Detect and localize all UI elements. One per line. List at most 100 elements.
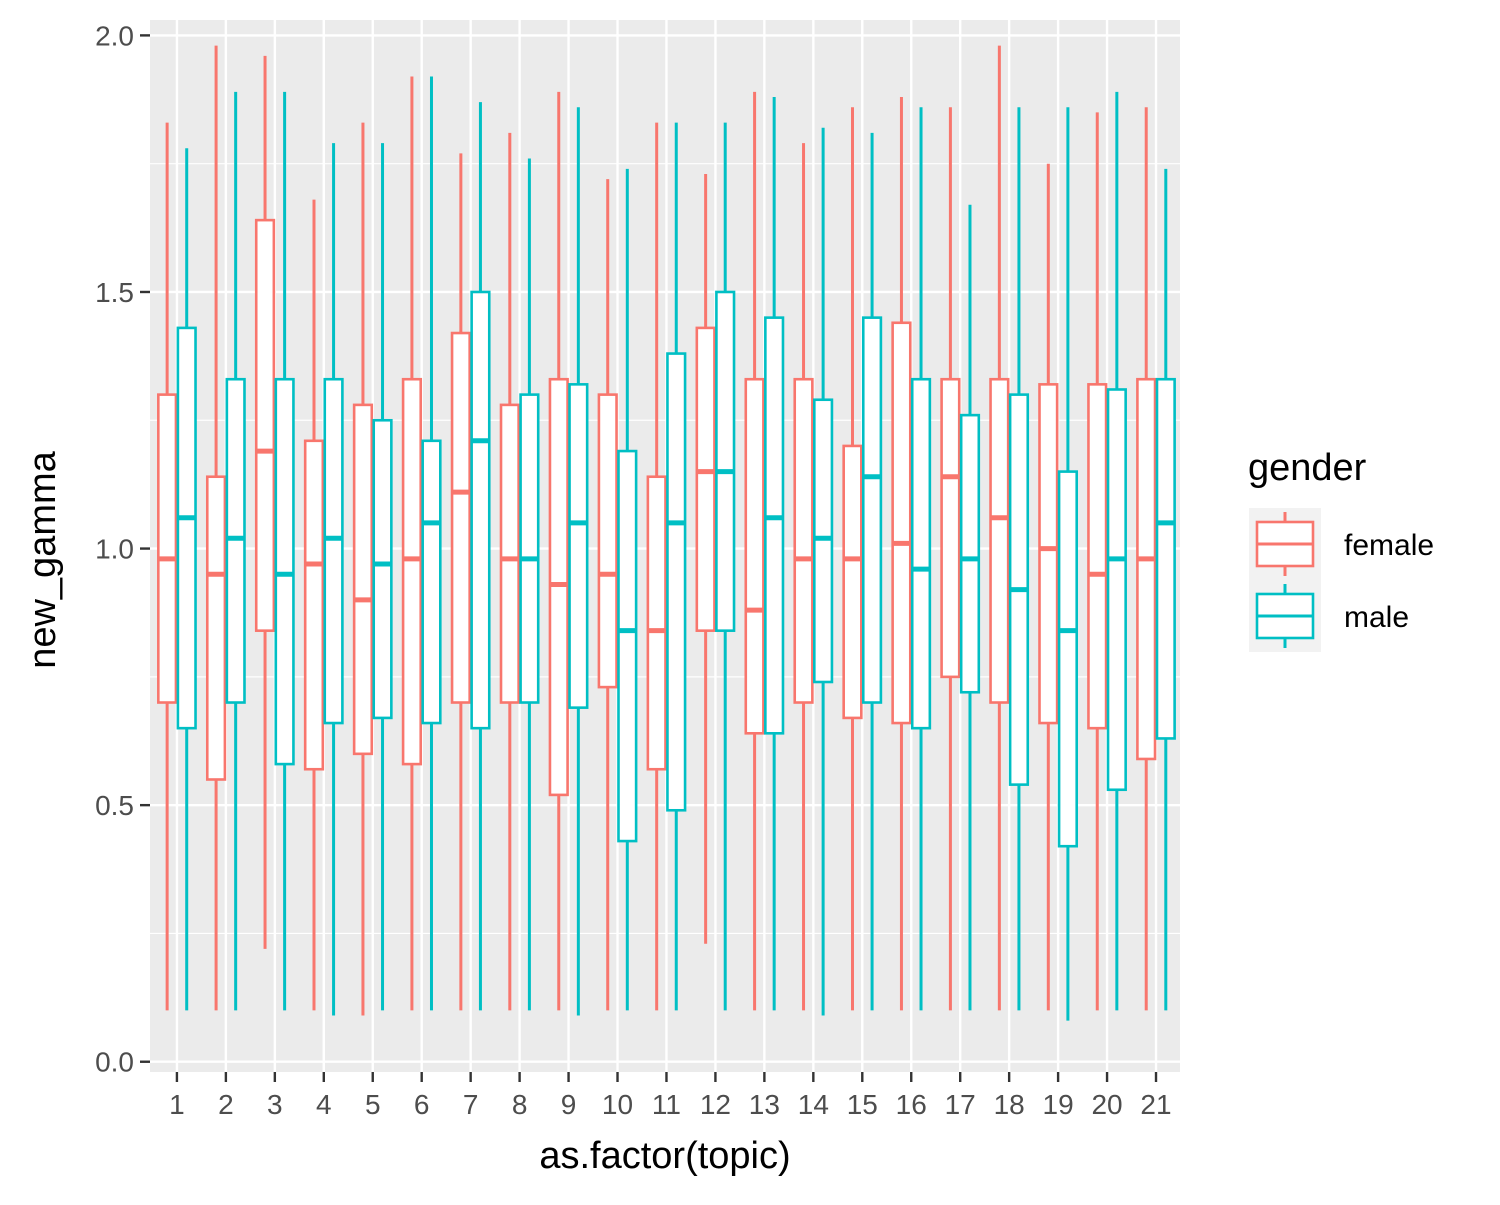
box-body [666, 352, 687, 812]
box-body [715, 290, 736, 632]
x-tick-label: 17 [945, 1089, 976, 1120]
x-tick-label: 13 [749, 1089, 780, 1120]
axes: 0.00.51.01.52.01 2 3 4 5 6 7 8 9 10 11 12 13 14 15 16 17… [95, 20, 1172, 1120]
x-tick-label: 3 [267, 1089, 283, 1120]
x-tick-label: 19 [1043, 1089, 1074, 1120]
x-tick-label: 11 [652, 1089, 681, 1120]
box-female-21 [1136, 107, 1157, 1011]
box-female-8 [499, 132, 520, 1011]
box-body [450, 331, 471, 704]
box-body [254, 218, 276, 632]
x-tick-label: 2 [218, 1089, 234, 1120]
box-body [861, 316, 883, 704]
box-female-2 [205, 45, 227, 1011]
box-female-7 [450, 153, 471, 1011]
box-male-16 [910, 107, 932, 1011]
box-body [421, 439, 442, 725]
box-body [940, 377, 961, 679]
box-body [1038, 383, 1059, 725]
box-body [1155, 377, 1176, 740]
x-tick-label: 15 [847, 1089, 878, 1120]
x-tick-label: 5 [365, 1089, 381, 1120]
legend: gender female male [1248, 447, 1434, 652]
box-body [568, 383, 589, 709]
box-body [617, 449, 638, 843]
box-body [1087, 383, 1108, 730]
box-body [842, 444, 863, 720]
box-male-17 [959, 204, 981, 1011]
box-male-15 [861, 132, 883, 1011]
box-male-1 [176, 148, 197, 1011]
box-male-2 [225, 91, 246, 1011]
y-tick-label: 2.0 [95, 20, 134, 51]
box-male-5 [372, 143, 393, 1011]
box-female-14 [793, 143, 814, 1011]
box-body [764, 316, 785, 735]
box-male-21 [1155, 168, 1176, 1011]
box-male-14 [813, 127, 834, 1016]
box-male-12 [715, 122, 736, 1011]
x-tick-label: 10 [602, 1089, 633, 1120]
box-male-3 [274, 91, 295, 1011]
box-female-20 [1087, 112, 1108, 1011]
x-tick-label: 16 [896, 1089, 927, 1120]
box-body [205, 475, 227, 781]
box-male-9 [568, 107, 589, 1016]
box-body [519, 393, 540, 704]
box-body [1057, 470, 1079, 848]
x-tick-label: 12 [700, 1089, 731, 1120]
box-female-12 [695, 173, 716, 944]
x-tick-label: 7 [463, 1089, 479, 1120]
y-axis-title: new_gamma [22, 450, 64, 668]
box-male-11 [666, 122, 687, 1011]
box-female-1 [157, 122, 178, 1011]
y-tick-label: 0.0 [95, 1047, 134, 1078]
box-male-19 [1057, 107, 1079, 1021]
box-female-9 [548, 91, 569, 1011]
box-body [1136, 377, 1157, 761]
box-female-5 [352, 122, 374, 1016]
box-female-16 [891, 96, 912, 1011]
box-body [959, 413, 981, 694]
x-tick-label: 9 [561, 1089, 577, 1120]
box-body [274, 377, 295, 766]
box-body [225, 377, 246, 704]
box-body [323, 377, 344, 725]
x-tick-label: 20 [1091, 1089, 1122, 1120]
box-female-11 [646, 122, 667, 1011]
box-body [646, 475, 667, 771]
legend-label-male: male [1344, 601, 1409, 634]
box-female-6 [401, 76, 423, 1011]
box-female-15 [842, 107, 863, 1011]
y-tick-label: 0.5 [95, 790, 134, 821]
box-body [548, 377, 569, 797]
box-body [303, 439, 325, 771]
box-body [793, 377, 814, 704]
box-male-8 [519, 158, 540, 1011]
x-tick-label: 4 [316, 1089, 332, 1120]
x-tick-label: 18 [994, 1089, 1025, 1120]
box-male-4 [323, 143, 344, 1016]
box-female-4 [303, 199, 325, 1011]
box-male-13 [764, 96, 785, 1011]
box-body [597, 393, 618, 689]
legend-title: gender [1248, 447, 1367, 489]
box-body [401, 377, 423, 766]
box-male-10 [617, 168, 638, 1011]
x-tick-label: 1 [169, 1089, 185, 1120]
y-tick-label: 1.0 [95, 534, 134, 565]
box-male-7 [470, 102, 491, 1011]
x-tick-label: 6 [414, 1089, 430, 1120]
box-body [157, 393, 178, 704]
box-body [695, 326, 716, 632]
y-tick-label: 1.5 [95, 277, 134, 308]
legend-label-female: female [1344, 529, 1434, 562]
box-body [499, 403, 520, 704]
box-body [813, 398, 834, 684]
box-male-18 [1008, 107, 1030, 1011]
box-body [372, 418, 393, 720]
box-body [352, 403, 374, 756]
box-body [176, 326, 197, 730]
box-body [989, 377, 1010, 704]
box-female-17 [940, 107, 961, 1011]
